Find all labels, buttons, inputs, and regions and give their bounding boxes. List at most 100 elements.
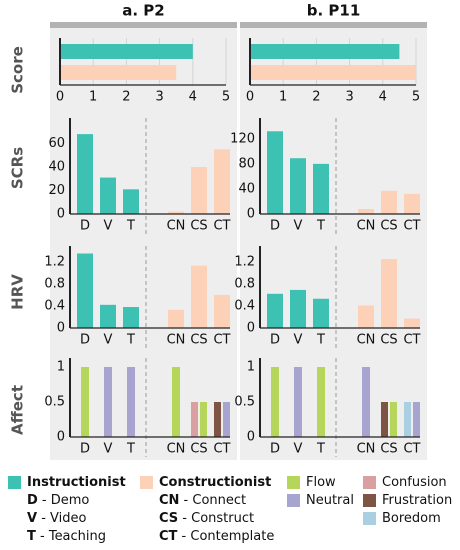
bar-cs bbox=[381, 190, 397, 214]
category-label: CT bbox=[403, 219, 420, 234]
bar-affect-cs-flow bbox=[390, 402, 397, 437]
bar-v bbox=[290, 158, 306, 214]
category-label: CS bbox=[380, 219, 397, 234]
bar-v bbox=[100, 177, 116, 214]
legend-desc: - Demo bbox=[37, 493, 90, 508]
category-label: T bbox=[316, 219, 325, 234]
category-label: CS bbox=[190, 333, 207, 348]
tick-label: 120 bbox=[230, 131, 255, 146]
category-label: CN bbox=[167, 333, 186, 348]
legend-abbr: V bbox=[27, 511, 38, 526]
tick-label: 1 bbox=[57, 360, 65, 375]
legend-swatch-confusion bbox=[363, 476, 376, 489]
category-label: D bbox=[80, 219, 90, 234]
bar-affect-cs-confusion bbox=[191, 402, 198, 437]
category-label: CS bbox=[190, 219, 207, 234]
legend-swatch-frustration bbox=[363, 494, 376, 507]
category-label: T bbox=[316, 442, 325, 457]
tick-label: 0.5 bbox=[234, 395, 255, 410]
legend-item-connect: CN - Connect bbox=[159, 492, 246, 510]
tick-label: 20 bbox=[48, 183, 65, 198]
category-label: T bbox=[126, 219, 135, 234]
category-label: T bbox=[126, 333, 135, 348]
bar-score-instructionist bbox=[60, 44, 193, 59]
category-label: CS bbox=[380, 333, 397, 348]
tick-label: 0.8 bbox=[234, 276, 255, 291]
legend-abbr: D bbox=[27, 493, 38, 508]
panel-title: b. P11 bbox=[307, 2, 361, 20]
bar-ct bbox=[214, 149, 230, 214]
bar-affect-ct-neutral bbox=[413, 402, 420, 437]
legend-label-confusion: Confusion bbox=[382, 475, 447, 490]
legend-boredom: Boredom bbox=[363, 510, 441, 528]
bar-affect-d-flow bbox=[271, 367, 279, 437]
category-label: CT bbox=[213, 219, 230, 234]
bar-d bbox=[77, 134, 93, 214]
category-label: D bbox=[270, 219, 280, 234]
tick-label: 0 bbox=[57, 430, 65, 445]
bar-affect-ct-boredom bbox=[404, 402, 411, 437]
legend-desc: - Construct bbox=[178, 511, 255, 526]
category-label: CN bbox=[357, 219, 376, 234]
tick-label: 1.2 bbox=[44, 254, 65, 269]
category-label: CS bbox=[190, 442, 207, 457]
legend-swatch-boredom bbox=[363, 512, 376, 525]
bar-ct bbox=[214, 294, 230, 328]
category-label: CN bbox=[357, 333, 376, 348]
bar-affect-v-neutral bbox=[104, 367, 112, 437]
legend-flow: Flow bbox=[287, 474, 336, 492]
tick-label: 5 bbox=[222, 90, 230, 105]
tick-label: 0 bbox=[57, 207, 65, 222]
tick-label: 1.2 bbox=[234, 254, 255, 269]
bar-v bbox=[290, 289, 306, 328]
bar-cs bbox=[191, 167, 207, 214]
tick-label: 1 bbox=[247, 360, 255, 375]
legend-confusion: Confusion bbox=[363, 474, 447, 492]
bar-affect-t-neutral bbox=[127, 367, 135, 437]
row-label: SCRs bbox=[9, 147, 27, 189]
legend-desc: - Connect bbox=[179, 493, 247, 508]
bar-affect-cs-flow bbox=[200, 402, 207, 437]
tick-label: 3 bbox=[345, 90, 353, 105]
bar-affect-cs-frustration bbox=[381, 402, 388, 437]
legend-item-contemplate: CT - Contemplate bbox=[159, 528, 274, 546]
legend-instructionist: Instructionist bbox=[8, 474, 126, 492]
bar-d bbox=[267, 131, 283, 214]
tick-label: 0.4 bbox=[44, 298, 65, 313]
legend-abbr: T bbox=[27, 529, 36, 544]
category-label: D bbox=[80, 442, 90, 457]
tick-label: 40 bbox=[238, 181, 255, 196]
bar-affect-ct-frustration bbox=[214, 402, 221, 437]
bar-t bbox=[313, 298, 329, 328]
tick-label: 0 bbox=[246, 90, 254, 105]
legend-item-video: V - Video bbox=[27, 510, 86, 528]
bar-cs bbox=[381, 259, 397, 328]
category-label: CS bbox=[380, 442, 397, 457]
category-label: D bbox=[270, 333, 280, 348]
tick-label: 80 bbox=[238, 156, 255, 171]
category-label: D bbox=[80, 333, 90, 348]
category-label: CT bbox=[213, 333, 230, 348]
tick-label: 0 bbox=[56, 90, 64, 105]
bar-affect-cn-neutral bbox=[362, 367, 370, 437]
bar-affect-ct-neutral bbox=[223, 402, 230, 437]
bar-score-instructionist bbox=[250, 44, 400, 59]
tick-label: 2 bbox=[312, 90, 320, 105]
tick-label: 0 bbox=[247, 430, 255, 445]
panel-header-bar bbox=[50, 22, 237, 28]
legend-label-boredom: Boredom bbox=[382, 511, 441, 526]
legend-neutral: Neutral bbox=[287, 492, 354, 510]
tick-label: 4 bbox=[189, 90, 197, 105]
category-label: CN bbox=[167, 442, 186, 457]
category-label: V bbox=[294, 442, 303, 457]
legend-label-constructionist: Constructionist bbox=[159, 475, 272, 490]
bar-t bbox=[123, 189, 139, 214]
bar-v bbox=[100, 304, 116, 328]
row-label: HRV bbox=[9, 274, 27, 310]
legend-abbr: CS bbox=[159, 511, 179, 526]
legend-desc: - Contemplate bbox=[177, 529, 275, 544]
category-label: V bbox=[294, 333, 303, 348]
legend-item-teaching: T - Teaching bbox=[27, 528, 106, 546]
tick-label: 0 bbox=[247, 207, 255, 222]
bar-cs bbox=[191, 265, 207, 328]
